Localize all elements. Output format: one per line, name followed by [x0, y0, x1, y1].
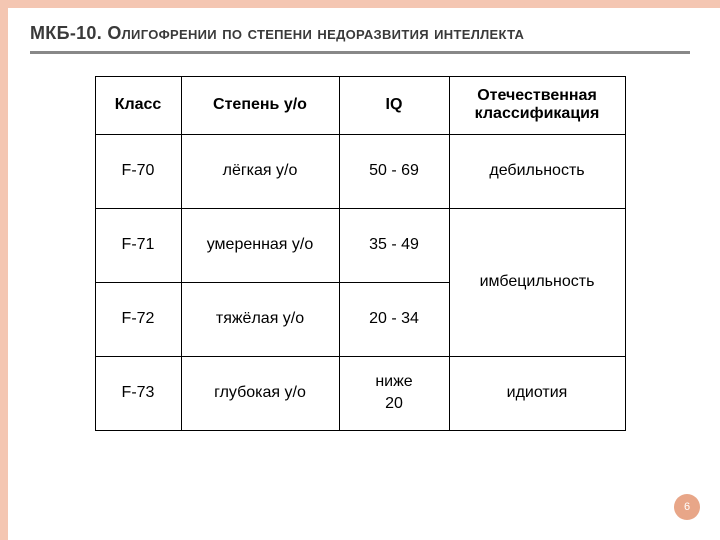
table-row: F-71 умеренная у/о 35 - 49 имбецильность — [95, 208, 625, 282]
col-header-iq: IQ — [339, 76, 449, 134]
decorative-stripe-top — [0, 0, 720, 8]
col-header-domestic: Отечественная классификация — [449, 76, 625, 134]
table-row: F-73 глубокая у/о ниже 20 идиотия — [95, 356, 625, 430]
cell-iq-line2: 20 — [385, 395, 403, 412]
cell-domestic-merged: имбецильность — [449, 208, 625, 356]
cell-domestic: дебильность — [449, 134, 625, 208]
cell-degree: глубокая у/о — [181, 356, 339, 430]
classification-table: Класс Степень у/о IQ Отечественная класс… — [95, 76, 626, 431]
col-header-degree: Степень у/о — [181, 76, 339, 134]
cell-iq-line1: ниже — [375, 373, 412, 390]
cell-degree: умеренная у/о — [181, 208, 339, 282]
cell-class: F-70 — [95, 134, 181, 208]
cell-iq: ниже 20 — [339, 356, 449, 430]
decorative-stripe-left — [0, 0, 8, 540]
cell-iq: 20 - 34 — [339, 282, 449, 356]
table-row: F-70 лёгкая у/о 50 - 69 дебильность — [95, 134, 625, 208]
cell-class: F-73 — [95, 356, 181, 430]
cell-domestic: идиотия — [449, 356, 625, 430]
cell-degree: лёгкая у/о — [181, 134, 339, 208]
cell-class: F-71 — [95, 208, 181, 282]
col-header-class: Класс — [95, 76, 181, 134]
cell-degree: тяжёлая у/о — [181, 282, 339, 356]
table-header-row: Класс Степень у/о IQ Отечественная класс… — [95, 76, 625, 134]
page-number-badge: 6 — [674, 494, 700, 520]
cell-iq: 50 - 69 — [339, 134, 449, 208]
cell-iq: 35 - 49 — [339, 208, 449, 282]
page-title: МКБ-10. Олигофрении по степени недоразви… — [30, 22, 690, 54]
cell-class: F-72 — [95, 282, 181, 356]
